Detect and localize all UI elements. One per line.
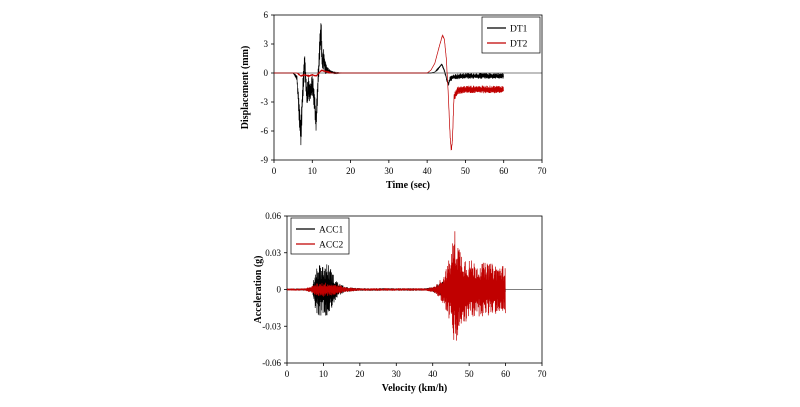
x-tick-label: 60 — [499, 166, 509, 176]
displacement-chart: 0 10 20 30 40 50 60 70 -9 -6 -3 0 3 6 Time (sec) Displa… — [240, 10, 547, 191]
plot-area — [273, 14, 543, 161]
series-line-acc2 — [287, 231, 506, 341]
x-tick-label: 70 — [538, 166, 548, 176]
x-tick-label: 70 — [538, 369, 548, 379]
x-axis-label: Velocity (km/h) — [382, 383, 447, 394]
y-tick-label: -9 — [261, 155, 269, 165]
x-tick-label: 0 — [285, 369, 290, 379]
legend: DT1 DT2 — [481, 16, 541, 54]
x-tick-label: 50 — [461, 166, 471, 176]
legend: ACC1 ACC2 — [290, 217, 350, 255]
y-tick-label: 0 — [277, 285, 282, 295]
x-tick-label: 40 — [423, 166, 433, 176]
y-tick-label: -6 — [261, 126, 269, 136]
legend-box — [481, 16, 541, 54]
x-tick-label: 10 — [319, 369, 329, 379]
legend-label-dt1: DT1 — [510, 25, 528, 35]
x-axis-label: Time (sec) — [386, 180, 430, 191]
y-axis-label: Displacement (mm) — [240, 46, 251, 130]
legend-box — [290, 217, 350, 255]
series-line-dt2 — [274, 34, 504, 151]
y-tick-label: -3 — [261, 97, 269, 107]
x-tick-label: 10 — [308, 166, 318, 176]
x-tick-label: 40 — [428, 369, 438, 379]
x-tick-label: 30 — [392, 369, 402, 379]
x-tick-label: 30 — [384, 166, 394, 176]
y-tick-label: 0.06 — [265, 211, 281, 221]
y-axis-label: Acceleration (g) — [253, 255, 264, 323]
legend-label-acc1: ACC1 — [319, 226, 344, 236]
x-tick-label: 50 — [465, 369, 475, 379]
x-tick-label: 20 — [346, 166, 356, 176]
x-tick-label: 60 — [501, 369, 511, 379]
y-tick-label: 0 — [264, 68, 269, 78]
x-tick-label: 0 — [272, 166, 277, 176]
y-tick-label: -0.03 — [262, 321, 281, 331]
y-tick-label: -0.06 — [262, 358, 281, 368]
y-tick-label: 3 — [264, 39, 269, 49]
series-line-dt1 — [274, 23, 504, 146]
legend-label-dt2: DT2 — [510, 40, 528, 50]
y-tick-label: 0.03 — [265, 248, 281, 258]
x-tick-label: 20 — [355, 369, 365, 379]
acceleration-chart: 0 10 20 30 40 50 60 70 -0.06 -0.03 0 0.03 0.06 Veloci… — [253, 211, 547, 394]
legend-label-acc2: ACC2 — [319, 241, 344, 251]
y-tick-label: 6 — [264, 10, 269, 20]
